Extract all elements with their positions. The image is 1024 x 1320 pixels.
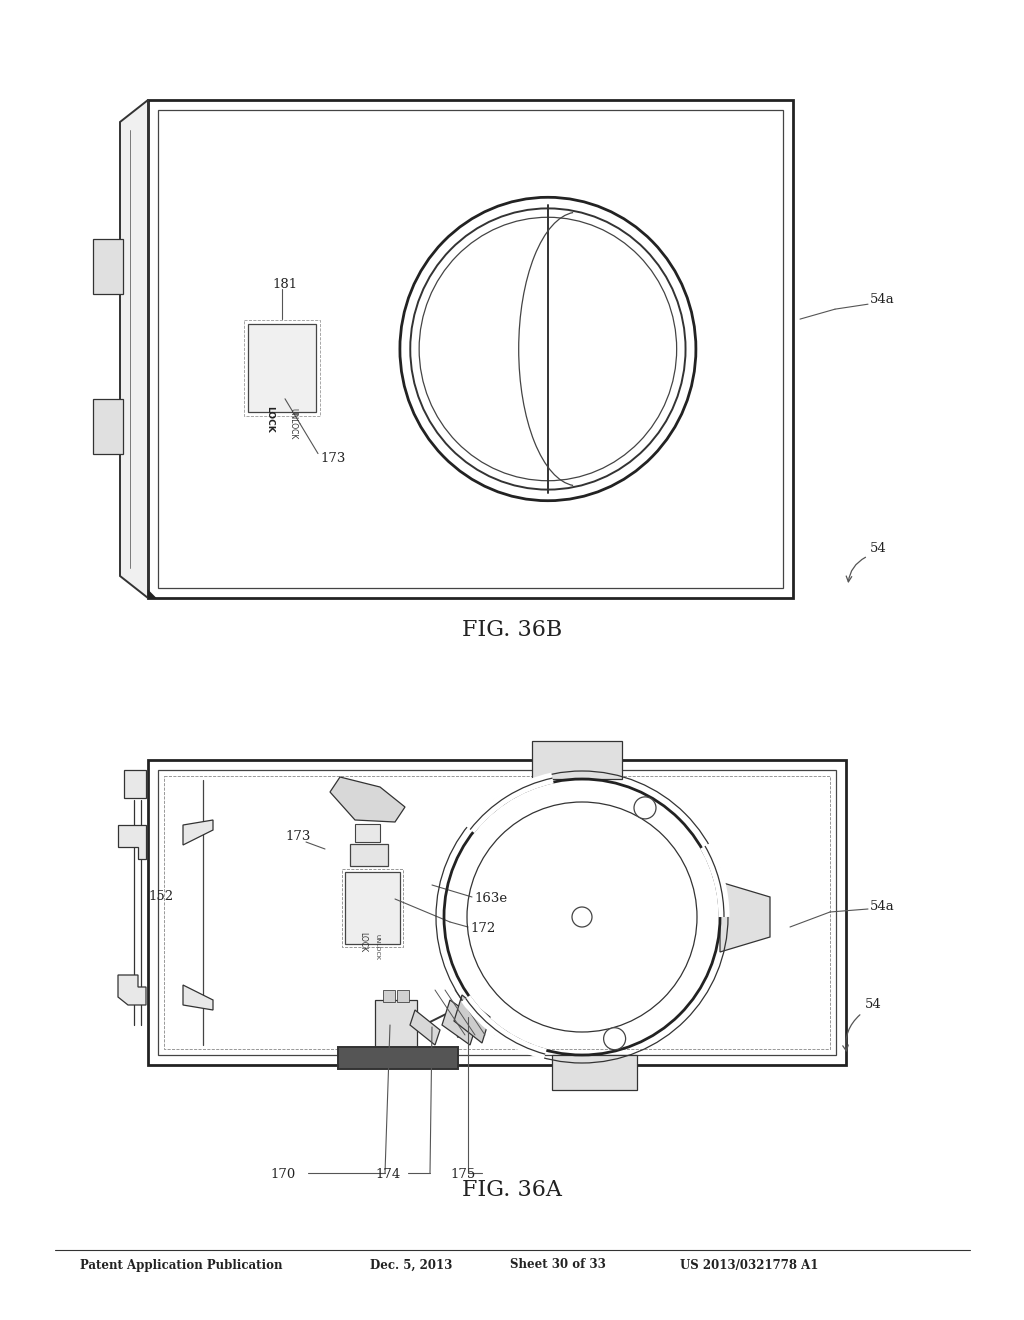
Polygon shape xyxy=(410,1010,440,1045)
Bar xyxy=(383,990,395,1002)
Text: 173: 173 xyxy=(319,451,345,465)
Text: US 2013/0321778 A1: US 2013/0321778 A1 xyxy=(680,1258,818,1271)
Bar xyxy=(93,239,123,294)
Text: UNLOCK: UNLOCK xyxy=(375,935,380,960)
Circle shape xyxy=(572,907,592,927)
Circle shape xyxy=(603,1028,626,1049)
Circle shape xyxy=(634,797,656,818)
Bar xyxy=(342,869,403,946)
Bar xyxy=(93,399,123,454)
Polygon shape xyxy=(532,741,622,779)
Text: 181: 181 xyxy=(272,277,297,290)
Text: FIG. 36B: FIG. 36B xyxy=(462,619,562,642)
Bar xyxy=(148,100,793,598)
Bar xyxy=(148,760,846,1065)
Bar xyxy=(345,873,400,944)
Text: 152: 152 xyxy=(148,891,173,903)
Polygon shape xyxy=(330,777,406,822)
Bar xyxy=(248,325,316,412)
Polygon shape xyxy=(183,985,213,1010)
Text: UNLOCK: UNLOCK xyxy=(288,408,297,440)
Bar xyxy=(355,824,380,842)
Text: Sheet 30 of 33: Sheet 30 of 33 xyxy=(510,1258,606,1271)
Polygon shape xyxy=(442,1001,478,1045)
Text: Patent Application Publication: Patent Application Publication xyxy=(80,1258,283,1271)
Text: 54a: 54a xyxy=(870,900,895,913)
Bar xyxy=(158,770,836,1055)
Text: 173: 173 xyxy=(285,830,310,843)
Ellipse shape xyxy=(411,209,685,490)
Bar xyxy=(338,1047,458,1069)
Ellipse shape xyxy=(419,218,677,480)
Text: 163e: 163e xyxy=(474,892,507,906)
Polygon shape xyxy=(454,995,490,1043)
Bar xyxy=(244,321,319,416)
Text: 170: 170 xyxy=(270,1168,295,1181)
Polygon shape xyxy=(120,100,148,598)
Bar xyxy=(158,110,783,587)
Polygon shape xyxy=(552,1055,637,1090)
Polygon shape xyxy=(118,975,146,1005)
Text: 172: 172 xyxy=(470,923,496,936)
Text: 54: 54 xyxy=(865,998,882,1011)
Polygon shape xyxy=(148,590,156,598)
Bar xyxy=(350,843,388,866)
Text: LOCK: LOCK xyxy=(358,932,367,952)
Text: 54a: 54a xyxy=(870,293,895,306)
Text: Dec. 5, 2013: Dec. 5, 2013 xyxy=(370,1258,453,1271)
Polygon shape xyxy=(183,820,213,845)
Text: FIG. 36A: FIG. 36A xyxy=(462,1179,562,1201)
Text: 175: 175 xyxy=(450,1168,475,1181)
Polygon shape xyxy=(720,882,770,952)
Bar xyxy=(375,1001,417,1052)
Ellipse shape xyxy=(400,197,696,500)
Polygon shape xyxy=(124,770,146,799)
Bar xyxy=(164,776,830,1049)
Text: 54: 54 xyxy=(870,541,887,554)
Text: LOCK: LOCK xyxy=(265,407,274,433)
Polygon shape xyxy=(118,825,146,859)
Bar xyxy=(397,990,409,1002)
Text: 174: 174 xyxy=(375,1168,400,1181)
